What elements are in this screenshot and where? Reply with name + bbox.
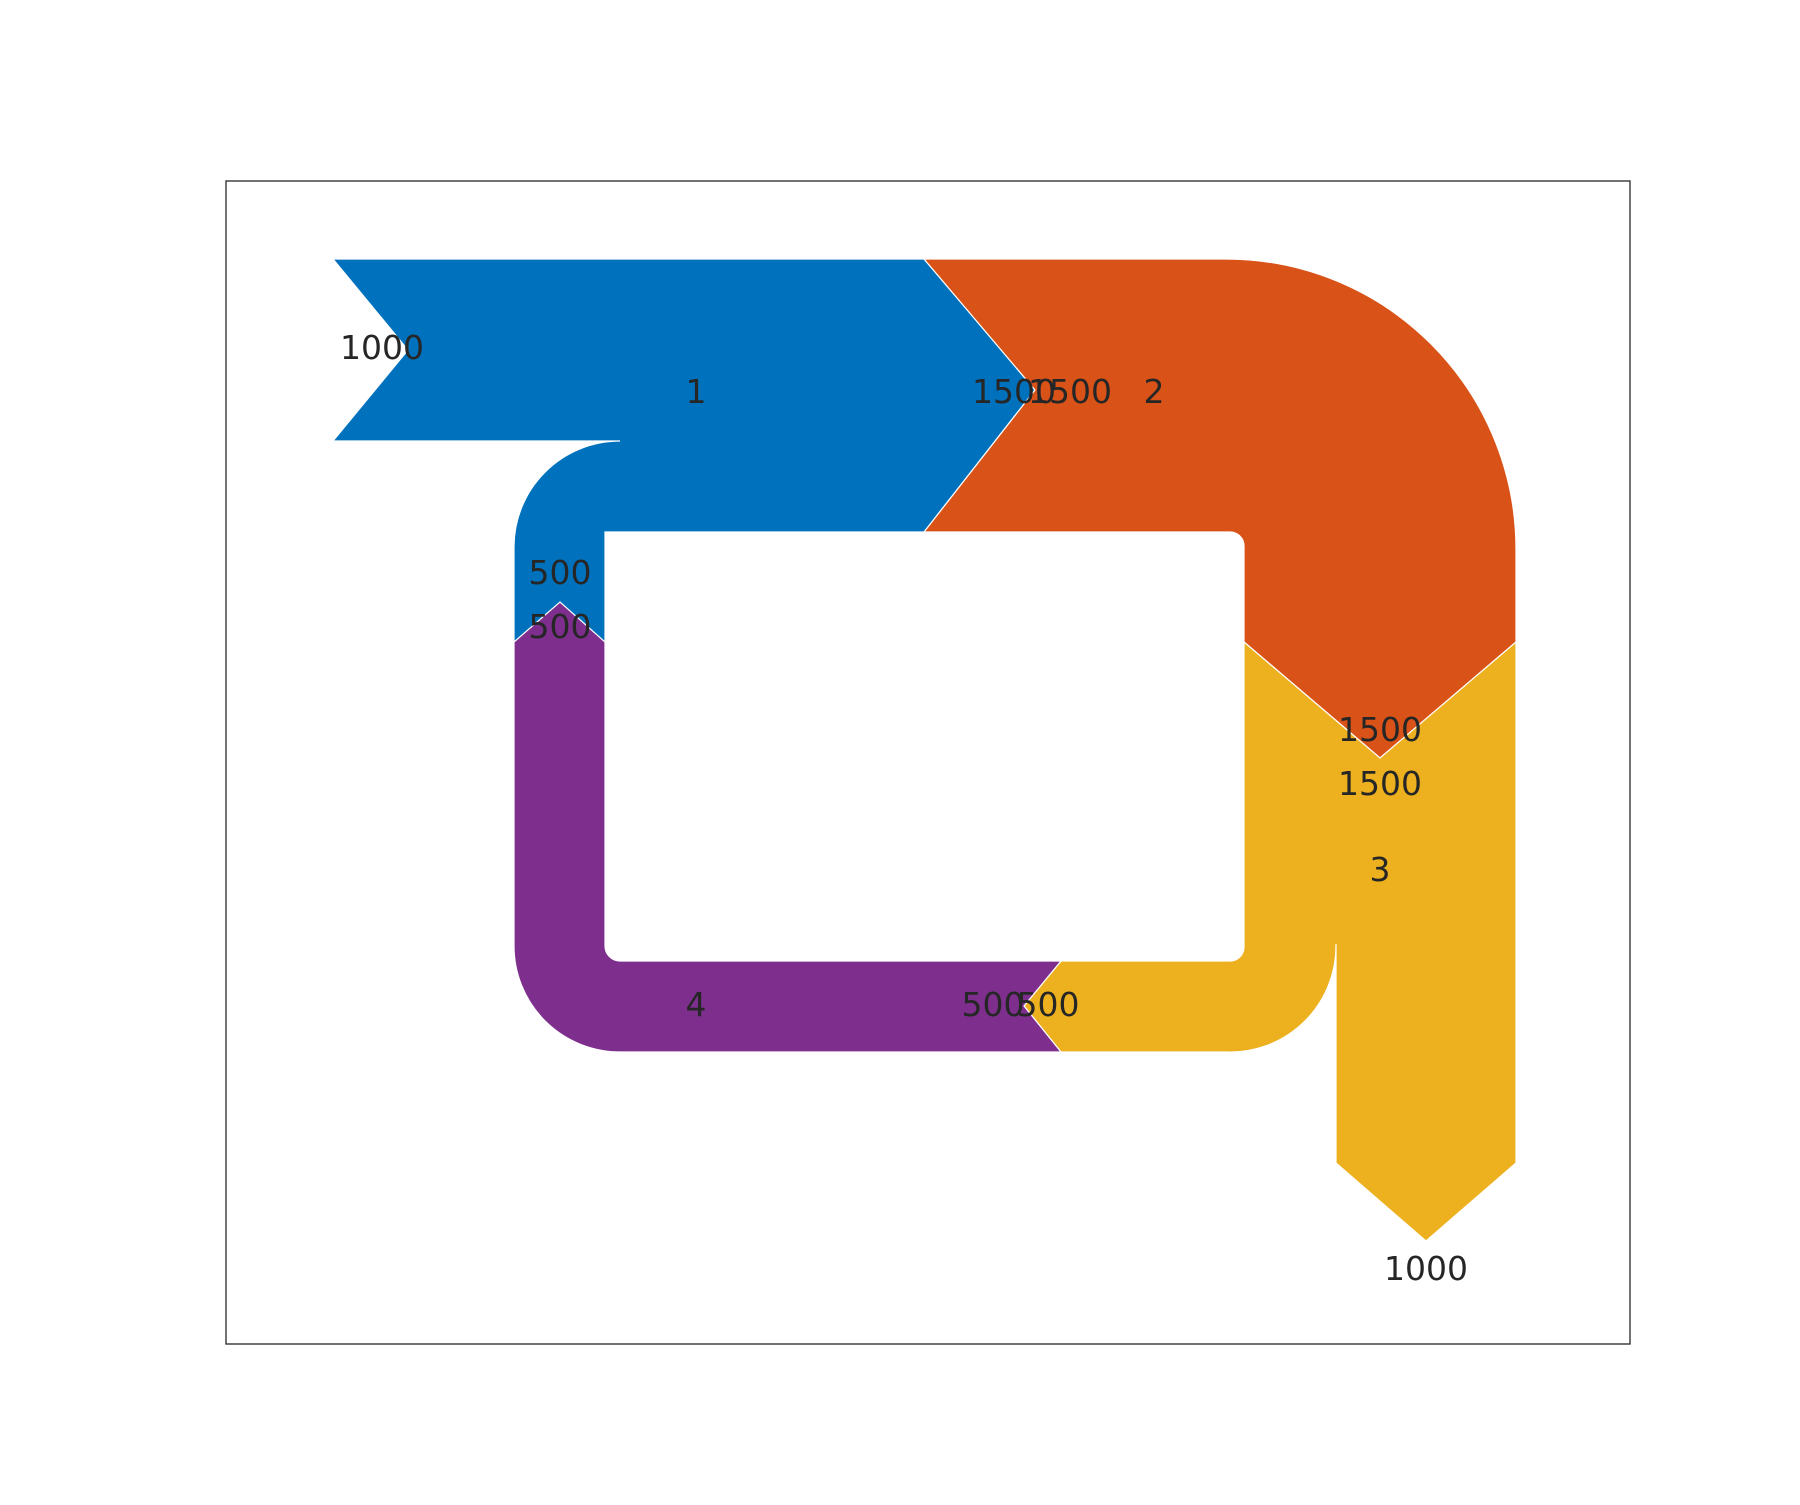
flow-label-in-3: 1500 bbox=[1338, 764, 1422, 803]
node-label-2: 2 bbox=[1144, 372, 1165, 411]
flow-label-loop-out-1: 500 bbox=[529, 553, 592, 592]
flow-label-out-3-to-4: 500 bbox=[1017, 985, 1080, 1024]
flow-label-out-1: 1500 bbox=[972, 372, 1056, 411]
node-label-4: 4 bbox=[686, 985, 707, 1024]
node-2-band bbox=[922, 258, 1517, 759]
flow-label-input-1: 1000 bbox=[340, 328, 424, 367]
flow-label-out-2: 1500 bbox=[1338, 710, 1422, 749]
flow-label-in-2: 1500 bbox=[1028, 372, 1112, 411]
node-1-band bbox=[331, 258, 1036, 643]
flow-label-in-4: 500 bbox=[962, 985, 1025, 1024]
flow-label-loop-in-4: 500 bbox=[529, 607, 592, 646]
node-label-3: 3 bbox=[1370, 850, 1391, 889]
node-4-band bbox=[513, 601, 1063, 1053]
node-3-band bbox=[1023, 640, 1517, 1242]
node-label-1: 1 bbox=[686, 372, 707, 411]
flow-label-output-3: 1000 bbox=[1384, 1249, 1468, 1288]
plot-frame bbox=[225, 180, 1631, 1345]
